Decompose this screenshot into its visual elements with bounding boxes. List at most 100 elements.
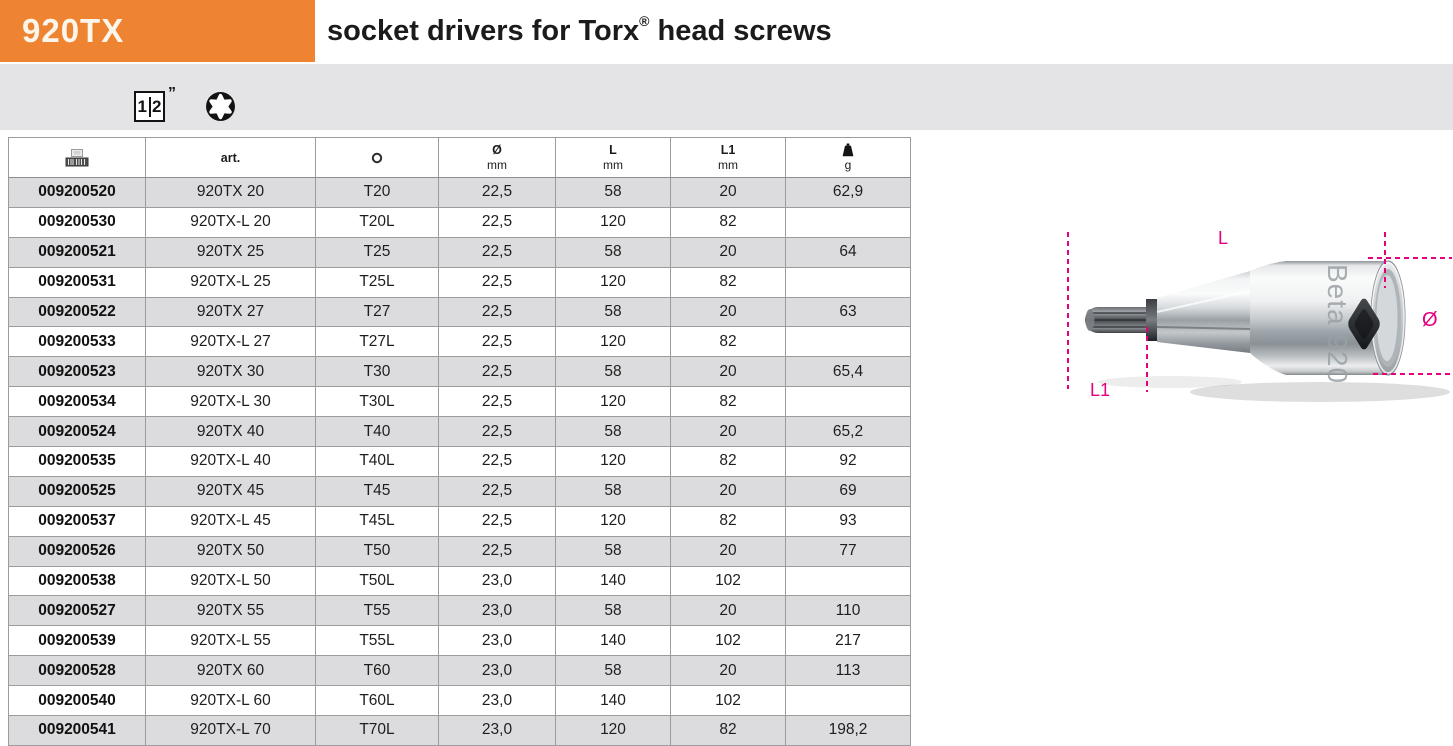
- page-title-main: socket drivers for Torx: [327, 14, 640, 47]
- cell-L1_mm: 82: [670, 266, 786, 298]
- socket-driver-photo: Beta 920: [1085, 260, 1406, 384]
- cell-art: 920TX 55: [145, 595, 316, 627]
- table-row: 009200530 920TX-L 20 T20L 22,5 120 82: [8, 206, 911, 238]
- cell-art: 920TX-L 55: [145, 625, 316, 657]
- cell-L_mm: 58: [555, 655, 671, 687]
- cell-code: 009200540: [8, 685, 146, 717]
- cell-size: T50: [315, 535, 439, 567]
- table-row: 009200538 920TX-L 50 T50L 23,0 140 102: [8, 565, 911, 597]
- product-table: art. Ø mm L mm L1 mm: [8, 137, 911, 746]
- cell-code: 009200522: [8, 296, 146, 328]
- cell-code: 009200526: [8, 535, 146, 567]
- product-figure: Beta 920 L L1 Ø: [1067, 228, 1452, 402]
- cell-art: 920TX-L 60: [145, 685, 316, 717]
- cell-L_mm: 120: [555, 326, 671, 358]
- cell-code: 009200524: [8, 416, 146, 448]
- cell-diameter_mm: 23,0: [438, 595, 556, 627]
- column-header-weight: g: [785, 137, 911, 178]
- drive-info-bar: [0, 64, 1453, 130]
- cell-L1_mm: 20: [670, 655, 786, 687]
- cell-weight_g: 64: [785, 236, 911, 268]
- cell-size: T27L: [315, 326, 439, 358]
- table-row: 009200527 920TX 55 T55 23,0 58 20 110: [8, 595, 911, 627]
- column-header-length1: L1 mm: [670, 137, 786, 178]
- cell-weight_g: [785, 386, 911, 418]
- cell-size: T25: [315, 236, 439, 268]
- cell-weight_g: 198,2: [785, 715, 911, 746]
- cell-weight_g: 65,4: [785, 356, 911, 388]
- table-row: 009200533 920TX-L 27 T27L 22,5 120 82: [8, 326, 911, 358]
- cell-code: 009200537: [8, 505, 146, 537]
- cell-code: 009200534: [8, 386, 146, 418]
- cell-L_mm: 58: [555, 177, 671, 208]
- cell-L1_mm: 102: [670, 625, 786, 657]
- cell-L1_mm: 82: [670, 505, 786, 537]
- cell-art: 920TX 45: [145, 475, 316, 507]
- cell-weight_g: [785, 266, 911, 298]
- cell-diameter_mm: 22,5: [438, 296, 556, 328]
- cell-code: 009200528: [8, 655, 146, 687]
- dimension-label-L: L: [1218, 228, 1228, 248]
- cell-diameter_mm: 22,5: [438, 326, 556, 358]
- product-code-block: 920TX: [0, 0, 315, 62]
- cell-size: T20: [315, 177, 439, 208]
- cell-diameter_mm: 22,5: [438, 475, 556, 507]
- cell-diameter_mm: 22,5: [438, 356, 556, 388]
- column-header-diameter: Ø mm: [438, 137, 556, 178]
- cell-L1_mm: 20: [670, 595, 786, 627]
- product-table-body: 009200520 920TX 20 T20 22,5 58 20 62,9 00920053…: [8, 177, 911, 746]
- dimension-label-diameter: Ø: [1422, 309, 1438, 331]
- cell-L1_mm: 20: [670, 236, 786, 268]
- cell-code: 009200523: [8, 356, 146, 388]
- cell-art: 920TX 20: [145, 177, 316, 208]
- barcode-icon: [65, 148, 89, 166]
- cell-art: 920TX-L 27: [145, 326, 316, 358]
- cell-code: 009200527: [8, 595, 146, 627]
- cell-L_mm: 58: [555, 236, 671, 268]
- cell-diameter_mm: 23,0: [438, 715, 556, 746]
- cell-L_mm: 58: [555, 416, 671, 448]
- table-row: 009200523 920TX 30 T30 22,5 58 20 65,4: [8, 356, 911, 388]
- cell-art: 920TX 30: [145, 356, 316, 388]
- table-row: 009200534 920TX-L 30 T30L 22,5 120 82: [8, 386, 911, 418]
- table-row: 009200520 920TX 20 T20 22,5 58 20 62,9: [8, 177, 911, 208]
- cell-L1_mm: 20: [670, 356, 786, 388]
- cell-weight_g: 113: [785, 655, 911, 687]
- drive-denominator: 2: [152, 96, 162, 116]
- cell-L1_mm: 20: [670, 535, 786, 567]
- cell-diameter_mm: 22,5: [438, 386, 556, 418]
- cell-diameter_mm: 22,5: [438, 177, 556, 208]
- table-row: 009200528 920TX 60 T60 23,0 58 20 113: [8, 655, 911, 687]
- cell-weight_g: 65,2: [785, 416, 911, 448]
- column-header-art: art.: [145, 137, 316, 178]
- table-row: 009200521 920TX 25 T25 22,5 58 20 64: [8, 236, 911, 268]
- cell-weight_g: 62,9: [785, 177, 911, 208]
- table-row: 009200524 920TX 40 T40 22,5 58 20 65,2: [8, 416, 911, 448]
- cell-code: 009200541: [8, 715, 146, 746]
- cell-weight_g: [785, 565, 911, 597]
- drive-icons: 1 2 ”: [134, 85, 236, 122]
- cell-weight_g: [785, 685, 911, 717]
- cell-weight_g: 92: [785, 446, 911, 477]
- cell-weight_g: [785, 206, 911, 238]
- cell-L_mm: 120: [555, 206, 671, 238]
- cell-weight_g: 93: [785, 505, 911, 537]
- cell-code: 009200525: [8, 475, 146, 507]
- cell-size: T60L: [315, 685, 439, 717]
- cell-diameter_mm: 22,5: [438, 535, 556, 567]
- cell-weight_g: 69: [785, 475, 911, 507]
- cell-size: T70L: [315, 715, 439, 746]
- torx-small-icon: [371, 152, 383, 163]
- cell-diameter_mm: 23,0: [438, 655, 556, 687]
- cell-L_mm: 120: [555, 266, 671, 298]
- cell-L1_mm: 82: [670, 386, 786, 418]
- table-row: 009200531 920TX-L 25 T25L 22,5 120 82: [8, 266, 911, 298]
- table-row: 009200537 920TX-L 45 T45L 22,5 120 82 93: [8, 505, 911, 537]
- torx-spline-lines: [1088, 312, 1148, 328]
- cell-L_mm: 140: [555, 625, 671, 657]
- weight-icon: [842, 143, 854, 157]
- cell-size: T55: [315, 595, 439, 627]
- table-row: 009200522 920TX 27 T27 22,5 58 20 63: [8, 296, 911, 328]
- cell-code: 009200521: [8, 236, 146, 268]
- cell-diameter_mm: 22,5: [438, 416, 556, 448]
